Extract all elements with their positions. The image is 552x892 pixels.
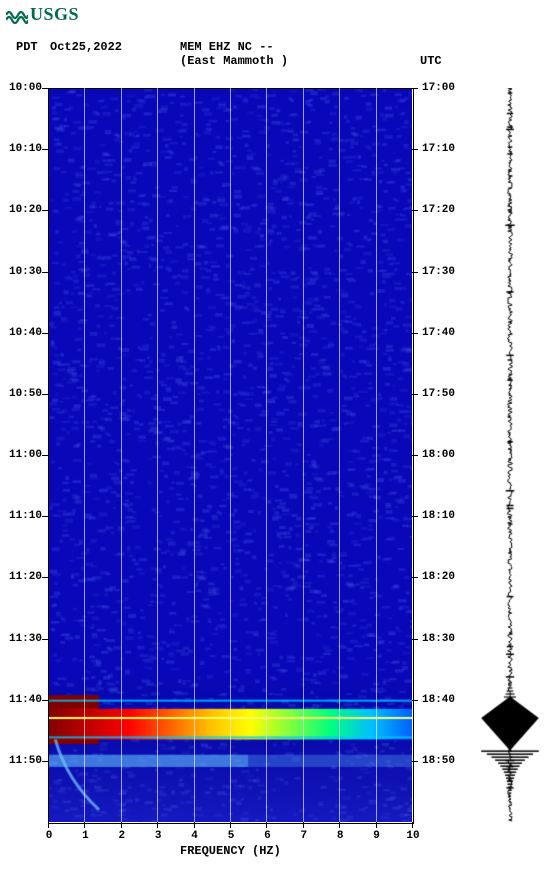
x-tick-label: 3 (151, 830, 165, 842)
y-tick-label-left: 11:40 (2, 694, 42, 706)
waveform-plot (480, 88, 540, 822)
x-tick-label: 4 (188, 830, 202, 842)
y-tick-left (42, 761, 48, 762)
x-tick-label: 9 (370, 830, 384, 842)
usgs-logo: USGS (6, 4, 79, 25)
y-tick-label-right: 17:30 (422, 266, 455, 278)
y-tick-left (42, 210, 48, 211)
station-name: (East Mammoth ) (180, 54, 288, 68)
y-tick-right (412, 88, 418, 89)
y-tick-label-right: 18:20 (422, 571, 455, 583)
date-label: Oct25,2022 (50, 40, 122, 54)
y-tick-right (412, 394, 418, 395)
y-tick-label-right: 18:40 (422, 694, 455, 706)
x-tick (121, 822, 122, 828)
y-tick-label-left: 11:50 (2, 755, 42, 767)
x-tick (48, 822, 49, 828)
y-tick-right (412, 333, 418, 334)
y-tick-right (412, 516, 418, 517)
y-tick-right (412, 639, 418, 640)
x-tick-label: 2 (115, 830, 129, 842)
y-tick-label-left: 10:20 (2, 204, 42, 216)
y-tick-left (42, 455, 48, 456)
y-tick-label-right: 18:10 (422, 510, 455, 522)
y-tick-label-left: 11:00 (2, 449, 42, 461)
y-tick-label-right: 18:50 (422, 755, 455, 767)
usgs-logo-text: USGS (30, 4, 79, 25)
y-tick-left (42, 272, 48, 273)
y-tick-label-left: 11:10 (2, 510, 42, 522)
y-tick-label-right: 18:00 (422, 449, 455, 461)
y-tick-left (42, 88, 48, 89)
spectrogram-plot (48, 88, 412, 822)
y-tick-label-right: 18:30 (422, 633, 455, 645)
x-tick-label: 0 (42, 830, 56, 842)
x-tick-label: 8 (333, 830, 347, 842)
x-tick-label: 10 (406, 830, 420, 842)
y-tick-label-left: 10:00 (2, 82, 42, 94)
y-tick-right (412, 149, 418, 150)
y-tick-label-left: 11:20 (2, 571, 42, 583)
x-tick-label: 5 (224, 830, 238, 842)
x-tick (84, 822, 85, 828)
y-tick-right (412, 577, 418, 578)
y-tick-label-right: 17:10 (422, 143, 455, 155)
x-tick (339, 822, 340, 828)
x-axis-title: FREQUENCY (HZ) (180, 844, 281, 858)
y-tick-left (42, 333, 48, 334)
y-tick-label-right: 17:00 (422, 82, 455, 94)
wave-icon (6, 6, 28, 24)
y-tick-label-right: 17:20 (422, 204, 455, 216)
y-tick-label-left: 10:40 (2, 327, 42, 339)
y-tick-label-right: 17:40 (422, 327, 455, 339)
timezone-right-label: UTC (420, 54, 442, 68)
y-tick-right (412, 700, 418, 701)
y-tick-left (42, 394, 48, 395)
x-tick (376, 822, 377, 828)
y-tick-right (412, 210, 418, 211)
x-tick (230, 822, 231, 828)
y-tick-right (412, 272, 418, 273)
y-tick-left (42, 516, 48, 517)
y-tick-left (42, 577, 48, 578)
x-tick-label: 6 (260, 830, 274, 842)
page-root: { "logo": { "text": "USGS", "color": "#0… (0, 0, 552, 892)
x-tick (157, 822, 158, 828)
station-code: MEM EHZ NC -- (180, 40, 274, 54)
y-tick-label-right: 17:50 (422, 388, 455, 400)
x-tick (266, 822, 267, 828)
x-tick (303, 822, 304, 828)
y-tick-label-left: 10:10 (2, 143, 42, 155)
x-tick-label: 1 (78, 830, 92, 842)
x-tick (412, 822, 413, 828)
x-tick (194, 822, 195, 828)
x-tick-label: 7 (297, 830, 311, 842)
timezone-left-label: PDT (16, 40, 38, 54)
y-tick-label-left: 10:30 (2, 266, 42, 278)
y-tick-left (42, 700, 48, 701)
y-tick-left (42, 639, 48, 640)
y-tick-right (412, 455, 418, 456)
y-tick-label-left: 11:30 (2, 633, 42, 645)
y-tick-right (412, 761, 418, 762)
y-tick-left (42, 149, 48, 150)
y-tick-label-left: 10:50 (2, 388, 42, 400)
